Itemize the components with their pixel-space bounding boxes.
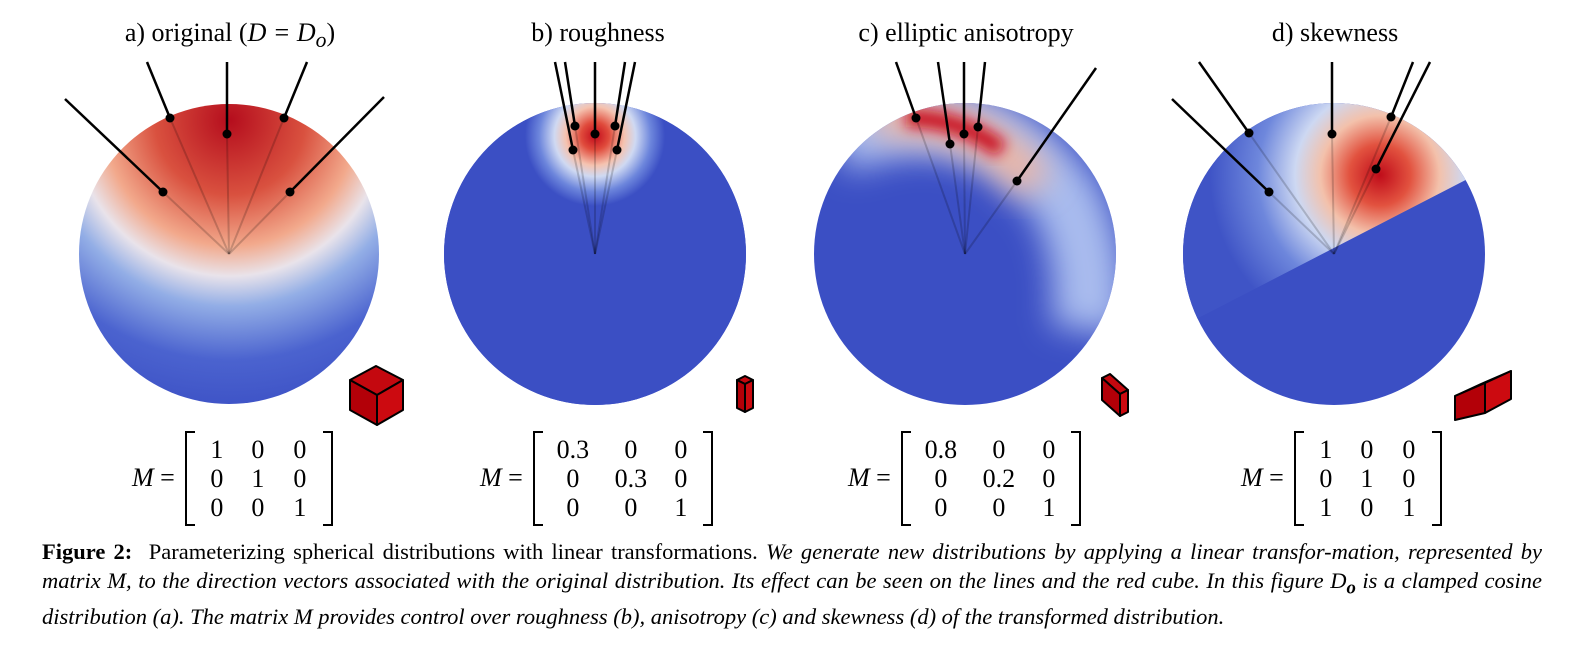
caption-label: Figure 2: [42,539,133,564]
panel-a: a) original (D = Do) [40,0,420,540]
red-cube-icon [1454,370,1512,421]
caption-lead: Parameterizing spherical distributions w… [148,539,758,564]
red-cube-icon [736,375,754,413]
red-cube-icon [349,365,404,426]
panel-a-title: a) original (D = Do) [124,18,336,53]
sphere-original-diagram [64,61,404,426]
panel-b: b) roughness [408,0,788,540]
sphere-anisotropy-diagram [814,61,1129,417]
sphere-roughness-diagram [444,61,754,413]
panel-b-title: b) roughness [531,18,665,47]
caption-body: We generate new distributions by applyin… [42,539,1543,629]
figure-caption: Figure 2: Parameterizing spherical distr… [42,538,1542,631]
panel-c-title: c) elliptic anisotropy [858,18,1074,47]
panel-c: c) elliptic anisotropy [776,0,1156,540]
panel-d-title: d) skewness [1271,18,1399,47]
panel-d: d) skewness [1145,0,1525,540]
red-cube-icon [1101,373,1129,417]
sphere-skewness-diagram [1171,61,1512,421]
